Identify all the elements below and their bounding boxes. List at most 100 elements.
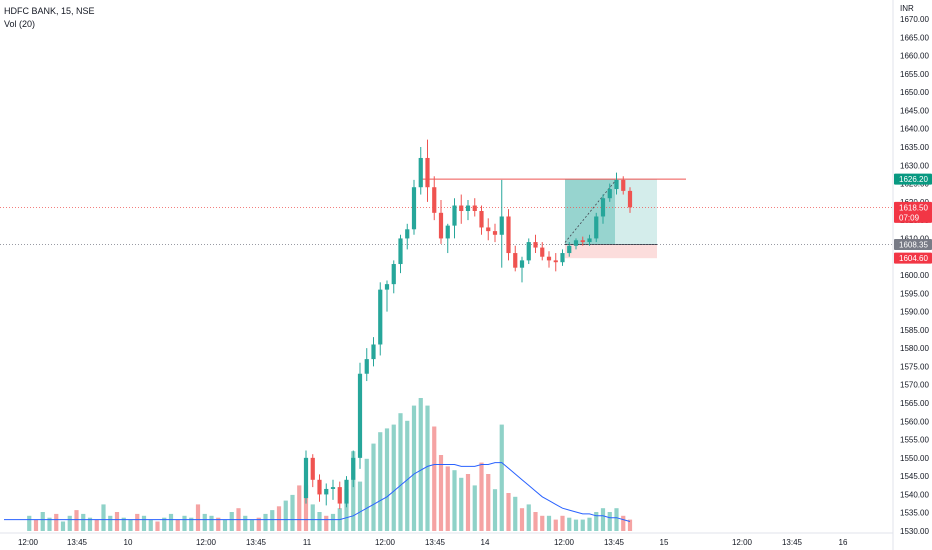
volume-bar bbox=[27, 515, 32, 531]
volume-bar bbox=[364, 458, 369, 531]
price-tick-label: 1535.00 bbox=[900, 509, 929, 518]
horizontal-levels bbox=[0, 178, 893, 245]
price-tick-label: 1570.00 bbox=[900, 381, 929, 390]
candle-body bbox=[546, 256, 552, 261]
volume-bar bbox=[74, 510, 79, 531]
volume-bar bbox=[492, 489, 498, 531]
volume-bar bbox=[627, 519, 633, 531]
candle-body bbox=[438, 212, 444, 239]
time-tick-label: 10 bbox=[124, 538, 133, 547]
volume-bar bbox=[317, 512, 322, 531]
volume-bar bbox=[135, 513, 140, 531]
volume-bar bbox=[162, 517, 167, 531]
time-tick-label: 12:00 bbox=[554, 538, 575, 547]
candle-body bbox=[432, 187, 437, 213]
volume-bar bbox=[465, 474, 471, 531]
volume-bar bbox=[283, 500, 288, 531]
volume-bar bbox=[195, 504, 201, 531]
price-tick-label: 1575.00 bbox=[900, 362, 929, 371]
volume-bar bbox=[580, 519, 585, 531]
symbol-title[interactable]: HDFC BANK, 15, NSE bbox=[4, 6, 95, 16]
candle-body bbox=[337, 487, 342, 504]
time-tick-label: 13:45 bbox=[604, 538, 625, 547]
volume-bar bbox=[600, 508, 606, 531]
price-label-entry: 1608.35 bbox=[894, 238, 932, 250]
volume-bar bbox=[33, 519, 39, 531]
volume-bar bbox=[607, 512, 612, 531]
candle-body bbox=[371, 344, 376, 360]
volume-bar bbox=[411, 405, 417, 531]
volume-bar bbox=[573, 519, 579, 531]
volume-bar bbox=[216, 517, 221, 531]
price-tick-label: 1650.00 bbox=[900, 88, 929, 97]
volume-bar bbox=[378, 432, 383, 531]
volume-bar bbox=[40, 512, 45, 531]
price-tick-label: 1665.00 bbox=[900, 33, 929, 42]
time-axis[interactable]: 12:00 13:45 10 12:00 13:45 11 12:00 13:45 14 12:0… bbox=[18, 538, 848, 547]
candle-body bbox=[317, 479, 322, 495]
candle-body bbox=[425, 157, 430, 188]
time-tick-label: 13:45 bbox=[425, 538, 446, 547]
candle-body bbox=[600, 198, 606, 217]
volume-bar bbox=[54, 513, 59, 531]
volume-bar bbox=[405, 420, 410, 531]
candle-body bbox=[587, 238, 592, 243]
candle-body bbox=[310, 457, 315, 480]
volume-bar bbox=[229, 512, 234, 531]
candle-body bbox=[607, 189, 612, 199]
volume-bar bbox=[297, 485, 302, 531]
time-tick-label: 12:00 bbox=[196, 538, 217, 547]
candle-body bbox=[621, 179, 626, 191]
candle-body bbox=[330, 487, 336, 489]
price-label-target: 1626.20 bbox=[894, 173, 932, 185]
volume-moving-average bbox=[4, 462, 631, 522]
candle-body bbox=[627, 190, 633, 208]
price-axis[interactable]: 1670.00 1665.00 1660.00 1655.00 1650.00 1645.… bbox=[900, 15, 929, 536]
price-label-text: 1626.20 bbox=[899, 175, 928, 184]
volume-bar bbox=[614, 508, 619, 531]
volume-bar bbox=[155, 521, 160, 531]
time-tick-label: 13:45 bbox=[782, 538, 803, 547]
price-tick-label: 1560.00 bbox=[900, 417, 929, 426]
candle-body bbox=[573, 240, 579, 246]
currency-label: INR bbox=[900, 4, 914, 13]
volume-bar bbox=[81, 513, 86, 531]
target-zone-filled bbox=[565, 179, 615, 245]
volume-bar bbox=[499, 424, 504, 531]
candle-body bbox=[324, 488, 329, 495]
volume-bar bbox=[567, 517, 572, 531]
bar-countdown-text: 07:09 bbox=[899, 213, 920, 222]
price-tick-label: 1635.00 bbox=[900, 143, 929, 152]
candle-body bbox=[351, 457, 356, 480]
price-tick-label: 1670.00 bbox=[900, 15, 929, 24]
time-tick-label: 12:00 bbox=[18, 538, 39, 547]
volume-bar bbox=[263, 513, 268, 531]
volume-indicator-title[interactable]: Vol (20) bbox=[4, 19, 36, 29]
price-label-text: 1618.50 bbox=[899, 203, 928, 212]
volume-bar bbox=[398, 413, 403, 531]
stop-zone[interactable] bbox=[565, 244, 657, 259]
time-tick-label: 15 bbox=[660, 538, 669, 547]
candle-body bbox=[411, 187, 417, 230]
candle-body bbox=[506, 216, 511, 254]
candle-body bbox=[526, 242, 531, 261]
volume-bar bbox=[587, 517, 592, 531]
volume-bar bbox=[546, 515, 552, 531]
price-tick-label: 1645.00 bbox=[900, 106, 929, 115]
volume-bar bbox=[87, 517, 93, 531]
candle-body bbox=[418, 157, 423, 188]
candle-body bbox=[580, 240, 585, 243]
candlestick-series bbox=[303, 139, 633, 510]
volume-bar bbox=[276, 506, 282, 531]
price-tick-label: 1630.00 bbox=[900, 161, 929, 170]
volume-bar bbox=[621, 515, 626, 531]
volume-bar bbox=[141, 515, 147, 531]
volume-bar bbox=[459, 477, 464, 531]
candle-body bbox=[405, 229, 410, 239]
candle-body bbox=[378, 289, 383, 345]
candle-body bbox=[452, 205, 457, 226]
volume-bar bbox=[256, 517, 261, 531]
price-label-text: 1604.60 bbox=[899, 254, 928, 263]
